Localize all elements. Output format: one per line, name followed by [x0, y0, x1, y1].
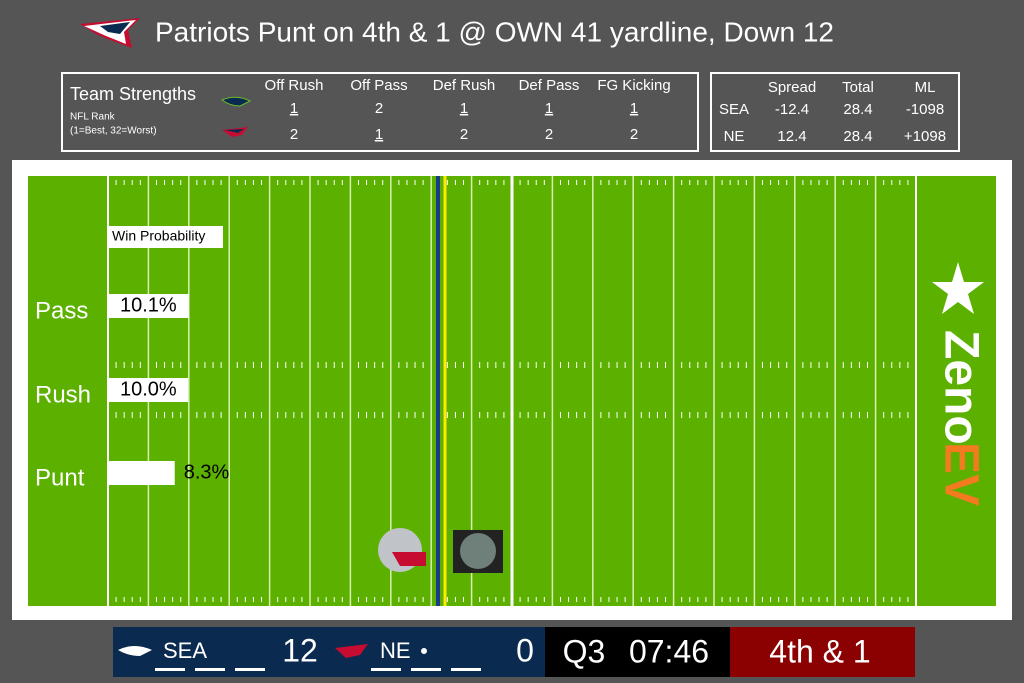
rank-cell: 1: [545, 100, 553, 117]
zenoev-logo: Zeno EV: [934, 330, 987, 506]
strengths-box: [61, 72, 699, 152]
home-team: NE: [380, 638, 411, 663]
play-label: Rush: [35, 381, 91, 408]
odds-cell: 28.4: [843, 101, 872, 118]
strengths-title: Team Strengths: [70, 84, 196, 104]
sea-helmet: [453, 530, 503, 573]
down-panel: [730, 627, 915, 677]
logo-star: [932, 262, 984, 314]
sea-score-logo: [118, 646, 152, 656]
rank-cell: 2: [630, 126, 638, 143]
odds-header: ML: [915, 79, 936, 96]
wp-value-label: 10.1%: [120, 294, 177, 316]
wp-bar: [109, 461, 175, 485]
timeout-bar: [155, 668, 185, 671]
logo-ev: EV: [934, 442, 987, 506]
home-score: 0: [516, 632, 534, 668]
rank-cell: 2: [545, 126, 553, 143]
odds-box: [710, 72, 960, 152]
play-label: Pass: [35, 297, 88, 324]
clock-panel: [545, 627, 730, 677]
rank-cell: 2: [375, 100, 383, 117]
odds-header: Total: [842, 79, 874, 96]
odds-cell: -1098: [906, 101, 944, 118]
odds-cell: 12.4: [777, 128, 806, 145]
timeout-bar: [451, 668, 481, 671]
rank-cell: 1: [375, 126, 383, 143]
column-header: Off Rush: [265, 77, 324, 94]
away-score: 12: [282, 632, 318, 668]
sea-logo: [221, 96, 252, 107]
title: Patriots Punt on 4th & 1 @ OWN 41 yardli…: [155, 16, 834, 47]
timeout-bar: [195, 668, 225, 671]
wp-value-label: 10.0%: [120, 378, 177, 400]
pats-helmet: [378, 528, 426, 572]
rank-cell: 1: [290, 100, 298, 117]
odds-cell: 28.4: [843, 128, 872, 145]
odds-cell: -12.4: [775, 101, 809, 118]
strengths-note: (1=Best, 32=Worst): [70, 126, 157, 137]
column-header: Def Pass: [519, 77, 580, 94]
odds-header: Spread: [768, 79, 816, 96]
wp-title: Win Probability: [112, 228, 205, 244]
possession-dot: [421, 648, 427, 654]
ne-logo: [222, 127, 248, 137]
timeout-bar: [411, 668, 441, 671]
strengths-subtitle: NFL Rank: [70, 112, 116, 123]
rank-cell: 2: [290, 126, 298, 143]
odds-team: NE: [724, 128, 745, 145]
wp-value-label: 8.3%: [184, 461, 230, 483]
rank-cell: 1: [460, 100, 468, 117]
timeout-bar: [371, 668, 401, 671]
odds-cell: +1098: [904, 128, 946, 145]
wp-bar: [109, 294, 189, 318]
logo-zeno: Zeno: [934, 330, 987, 445]
odds-team: SEA: [719, 101, 749, 118]
wp-bar: [109, 378, 189, 402]
wp-title-box: [109, 226, 223, 248]
down-distance: 4th & 1: [769, 633, 870, 669]
ne-score-logo: [335, 644, 368, 658]
play-label: Punt: [35, 464, 85, 491]
timeout-bar: [235, 668, 265, 671]
pats-logo: [80, 18, 140, 48]
column-header: Def Rush: [433, 77, 496, 94]
rank-cell: 1: [630, 100, 638, 117]
rank-cell: 2: [460, 126, 468, 143]
away-team: SEA: [163, 638, 207, 663]
clock: 07:46: [629, 633, 709, 669]
column-header: Off Pass: [350, 77, 407, 94]
column-header: FG Kicking: [597, 77, 670, 94]
quarter: Q3: [563, 633, 606, 669]
